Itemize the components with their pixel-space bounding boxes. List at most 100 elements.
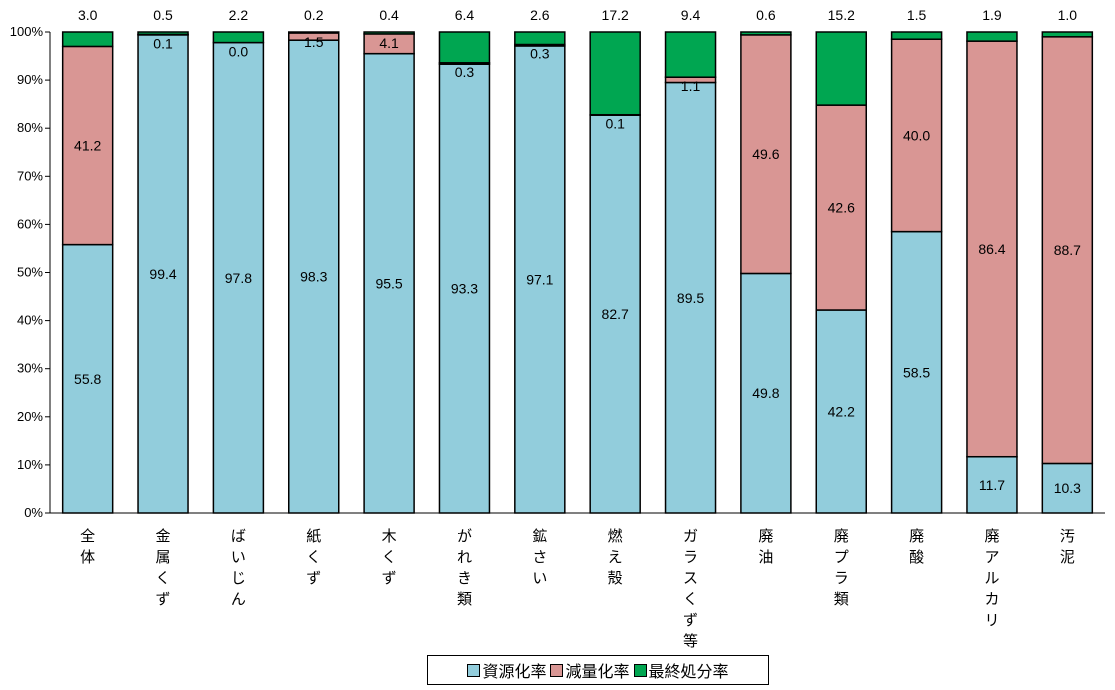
legend-swatch-recycling — [467, 663, 481, 677]
bar-segment-reduction — [740, 34, 792, 275]
data-label-final-disposal: 17.2 — [602, 7, 629, 23]
legend-label-final-disposal: 最終処分率 — [648, 662, 729, 681]
data-label-reduction: 0.1 — [153, 35, 173, 51]
bar-segment-final-disposal — [288, 31, 340, 34]
bar-segment-recycling — [288, 39, 340, 514]
bar-segment-recycling — [61, 243, 114, 514]
category-label: 廃アルカリ — [984, 527, 999, 629]
legend-label-reduction: 減量化率 — [565, 662, 630, 681]
bar-segment-recycling — [589, 114, 641, 514]
legend-swatch-final-disposal — [633, 663, 647, 677]
data-label-final-disposal: 0.2 — [304, 7, 324, 23]
data-label-final-disposal: 6.4 — [455, 7, 475, 23]
legend-label-recycling: 資源化率 — [482, 662, 547, 681]
category-label: 紙くず — [306, 527, 321, 587]
bar-segment-reduction — [61, 45, 114, 246]
bar-segment-recycling — [137, 34, 189, 514]
y-tick-label: 50% — [17, 265, 43, 280]
data-label-recycling: 98.3 — [300, 269, 327, 285]
data-label-reduction: 88.7 — [1054, 242, 1081, 258]
data-label-final-disposal: 1.9 — [982, 7, 1002, 23]
bar-segment-recycling — [438, 63, 491, 514]
data-label-reduction: 1.1 — [681, 78, 701, 94]
data-label-recycling: 82.7 — [602, 306, 629, 322]
y-tick-label: 70% — [17, 168, 43, 183]
bar-segment-recycling — [815, 309, 867, 514]
category-label: 廃プラ類 — [834, 527, 849, 608]
data-label-recycling: 97.8 — [225, 270, 252, 286]
category-label: 金属くず — [156, 527, 171, 608]
data-label-final-disposal: 0.4 — [379, 7, 399, 23]
y-tick-label: 60% — [17, 216, 43, 231]
bar-segment-final-disposal — [815, 31, 867, 106]
y-tick-label: 0% — [24, 505, 43, 520]
data-label-final-disposal: 1.5 — [907, 7, 927, 23]
data-label-reduction: 86.4 — [978, 241, 1005, 257]
data-label-final-disposal: 2.2 — [229, 7, 249, 23]
data-label-final-disposal: 1.0 — [1058, 7, 1078, 23]
bar-segment-recycling — [1041, 462, 1094, 514]
category-label: ばいじん — [231, 527, 246, 608]
data-labels: 55.8 41.2 3.0 99.4 0.1 0.5 97.8 0.0 2.2 98.3 1.5 0.… — [74, 7, 1081, 496]
y-tick-label: 100% — [10, 24, 44, 39]
data-label-recycling: 99.4 — [149, 266, 176, 282]
bar-segment-recycling — [212, 41, 265, 514]
bar-segment-final-disposal — [890, 31, 943, 40]
data-label-final-disposal: 2.6 — [530, 7, 550, 23]
data-label-final-disposal: 0.5 — [153, 7, 173, 23]
legend-item-recycling: 資源化率 — [467, 658, 546, 682]
data-label-reduction: 41.2 — [74, 138, 101, 154]
data-label-recycling: 58.5 — [903, 364, 930, 380]
data-label-recycling: 95.5 — [375, 275, 402, 291]
bar-segment-final-disposal — [589, 31, 641, 116]
data-label-final-disposal: 3.0 — [78, 7, 98, 23]
data-label-recycling: 55.8 — [74, 371, 101, 387]
bar-segment-final-disposal — [740, 31, 792, 36]
legend-item-final-disposal: 最終処分率 — [633, 658, 729, 682]
bar-segment-final-disposal — [966, 31, 1018, 42]
bar-segment-recycling — [514, 45, 566, 514]
category-labels: 全体 金属くず ばいじん 紙くず 木くず がれき類 鉱さい 燃え殻 ガラスくず等 廃油 廃プラ類 廃酸… — [80, 527, 1075, 650]
legend: 資源化率 減量化率 最終処分率 — [427, 655, 769, 685]
data-label-reduction: 0.3 — [455, 64, 475, 80]
bar-segment-final-disposal — [137, 31, 189, 36]
data-label-reduction: 49.6 — [752, 146, 779, 162]
bar-segment-final-disposal — [212, 31, 265, 44]
legend-item-reduction: 減量化率 — [550, 658, 630, 682]
bar-segment-final-disposal — [1041, 31, 1094, 38]
bar-segment-final-disposal — [438, 31, 491, 64]
data-label-reduction: 40.0 — [903, 127, 930, 143]
data-label-recycling: 49.8 — [752, 385, 779, 401]
data-label-recycling: 93.3 — [451, 281, 478, 297]
data-label-reduction: 0.0 — [229, 44, 249, 60]
category-label: ガラスくず等 — [683, 527, 698, 650]
category-label: 汚泥 — [1060, 527, 1075, 566]
category-label: がれき類 — [457, 527, 472, 608]
data-label-reduction: 4.1 — [379, 35, 399, 51]
y-tick-label: 10% — [17, 457, 43, 472]
data-label-recycling: 10.3 — [1054, 480, 1081, 496]
bar-segment-final-disposal — [61, 31, 114, 48]
y-tick-label: 40% — [17, 313, 43, 328]
bar-segment-recycling — [966, 455, 1018, 514]
bar-segment-final-disposal — [514, 31, 566, 46]
category-label: 燃え殻 — [608, 527, 623, 587]
y-tick-label: 90% — [17, 72, 43, 87]
y-tick-label: 80% — [17, 120, 43, 135]
category-label: 廃油 — [758, 527, 773, 566]
data-label-recycling: 89.5 — [677, 290, 704, 306]
y-axis: 0% 10% 20% 30% 40% 50% 60% 70% 80% 90% 100% — [10, 24, 1105, 520]
data-label-final-disposal: 15.2 — [828, 7, 855, 23]
data-label-reduction: 0.3 — [530, 46, 550, 62]
bar-segment-reduction — [1041, 36, 1094, 465]
data-label-recycling: 42.2 — [828, 404, 855, 420]
bar-group — [61, 31, 1094, 514]
data-label-recycling: 11.7 — [979, 477, 1005, 493]
bar-segment-final-disposal — [664, 31, 717, 78]
y-tick-label: 20% — [17, 409, 43, 424]
category-label: 鉱さい — [532, 527, 547, 587]
bar-segment-reduction — [890, 38, 943, 233]
legend-swatch-reduction — [550, 663, 564, 677]
data-label-recycling: 97.1 — [526, 271, 553, 287]
bar-segment-recycling — [740, 272, 792, 514]
